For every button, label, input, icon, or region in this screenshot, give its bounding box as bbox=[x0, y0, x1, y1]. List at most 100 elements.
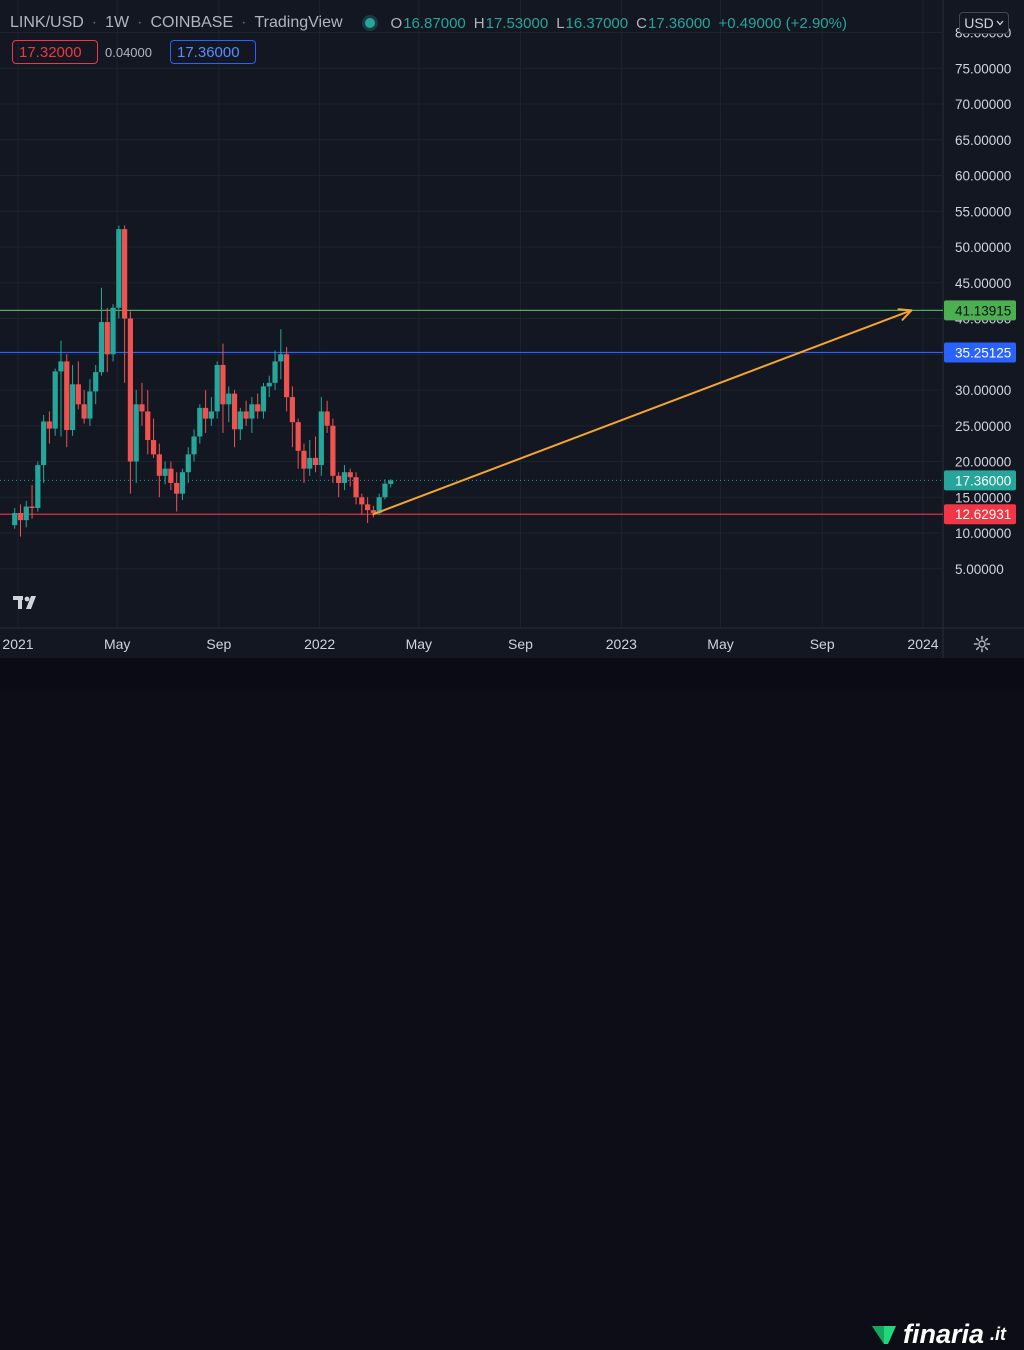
price-tick-label: 25.00000 bbox=[955, 419, 1011, 434]
candle bbox=[203, 390, 209, 433]
candle-body bbox=[156, 454, 162, 476]
candle-body bbox=[52, 371, 58, 429]
candle-body bbox=[370, 510, 376, 513]
symbol-name[interactable]: LINK/USD bbox=[10, 14, 84, 31]
candle-body bbox=[255, 404, 261, 412]
grid bbox=[0, 0, 1024, 658]
candle-body bbox=[179, 472, 186, 494]
price-tick-label: 5.00000 bbox=[955, 562, 1004, 577]
level-price-tag: 12.62931 bbox=[944, 504, 1016, 525]
candle bbox=[127, 311, 134, 494]
sell-price-button[interactable]: 17.32000 bbox=[12, 40, 98, 64]
price-tick-label: 70.00000 bbox=[955, 97, 1011, 112]
finaria-brand: finaria .it bbox=[871, 1319, 1006, 1350]
candle bbox=[272, 350, 278, 390]
ohlc-values: O16.87000 H17.53000 L16.37000 C17.36000 … bbox=[391, 15, 847, 32]
candle-body bbox=[104, 322, 110, 355]
candle bbox=[168, 461, 174, 491]
separator: · bbox=[241, 14, 247, 31]
candles bbox=[12, 225, 394, 537]
candle bbox=[139, 382, 145, 426]
candle bbox=[12, 507, 18, 529]
candle-body bbox=[139, 404, 145, 412]
candle bbox=[197, 404, 203, 444]
time-axis[interactable]: 2021 May Sep 2022 May Sep 2023 May Sep 2024 bbox=[2, 636, 938, 652]
finaria-logo-icon bbox=[871, 1325, 896, 1344]
low-value: 16.37000 bbox=[565, 14, 629, 32]
currency-select[interactable]: USD bbox=[959, 12, 1009, 34]
candle-body bbox=[260, 386, 267, 412]
candle-body bbox=[191, 436, 197, 455]
candle bbox=[289, 386, 295, 448]
price-tick-label: 60.00000 bbox=[955, 169, 1011, 184]
symbol-header: LINK/USD · 1W · COINBASE · TradingView O… bbox=[10, 12, 847, 34]
candle bbox=[156, 443, 162, 498]
settings-gear-icon[interactable] bbox=[973, 635, 991, 653]
candle bbox=[185, 447, 191, 483]
interval-label[interactable]: 1W bbox=[105, 14, 130, 31]
candle-body bbox=[388, 480, 394, 484]
candle bbox=[145, 390, 151, 455]
candle bbox=[93, 364, 99, 405]
candle-body bbox=[307, 457, 313, 469]
trend-arrow[interactable] bbox=[372, 308, 913, 516]
buy-price-button[interactable]: 17.36000 bbox=[170, 40, 256, 64]
exchange-label: COINBASE bbox=[150, 14, 234, 31]
candle-body bbox=[220, 364, 226, 405]
price-tick-label: 20.00000 bbox=[955, 455, 1011, 470]
candle bbox=[243, 400, 249, 426]
candle-body bbox=[17, 512, 24, 521]
candle-body bbox=[174, 482, 180, 494]
candle-body bbox=[289, 397, 295, 423]
candle-body bbox=[231, 393, 238, 430]
level-price-tag-text: 12.62931 bbox=[955, 507, 1011, 522]
tradingview-logo-icon[interactable] bbox=[12, 593, 42, 613]
candle-body bbox=[29, 506, 35, 508]
candle bbox=[174, 472, 180, 512]
candle bbox=[220, 343, 226, 433]
candle-body bbox=[330, 425, 336, 476]
price-tick-label: 10.00000 bbox=[955, 526, 1011, 541]
candle bbox=[64, 354, 70, 448]
price-tick-label: 50.00000 bbox=[955, 240, 1011, 255]
candle-body bbox=[150, 440, 157, 455]
candle bbox=[365, 497, 371, 523]
candle bbox=[41, 415, 47, 483]
price-axis[interactable]: 5.00000 10.00000 15.00000 20.00000 25.00000 3… bbox=[955, 26, 1011, 577]
candle bbox=[46, 411, 53, 444]
candle-body bbox=[69, 384, 76, 431]
currency-label: USD bbox=[964, 15, 994, 31]
candle bbox=[110, 304, 116, 362]
chart-frame: 5.00000 10.00000 15.00000 20.00000 25.00000 3… bbox=[0, 0, 1024, 691]
candle bbox=[347, 468, 353, 487]
candle bbox=[58, 340, 64, 437]
candle-body bbox=[318, 411, 324, 466]
last-price-tag-text: 17.36000 bbox=[955, 473, 1011, 488]
candle-body bbox=[197, 407, 203, 437]
candle-body bbox=[87, 391, 93, 419]
candle bbox=[162, 461, 168, 485]
time-tick-label: May bbox=[104, 636, 130, 652]
low-label: L bbox=[556, 14, 565, 32]
brand-tld: .it bbox=[990, 1324, 1006, 1344]
candle-body bbox=[301, 450, 307, 469]
time-tick-label: 2021 bbox=[2, 636, 33, 652]
candle-body bbox=[58, 361, 64, 372]
last-price-tag: 17.36000 bbox=[944, 470, 1016, 491]
candle bbox=[284, 347, 290, 412]
trend-arrow-line bbox=[372, 309, 913, 516]
time-tick-label: 2022 bbox=[304, 636, 335, 652]
candle-body bbox=[75, 384, 81, 405]
candle bbox=[23, 500, 29, 528]
candle-body bbox=[272, 361, 278, 383]
time-tick-label: 2023 bbox=[606, 636, 637, 652]
candle-body bbox=[12, 512, 18, 526]
candle bbox=[69, 364, 76, 436]
chart-canvas[interactable]: 5.00000 10.00000 15.00000 20.00000 25.00000 3… bbox=[0, 0, 1024, 691]
spread-value: 0.04000 bbox=[105, 44, 152, 60]
candle-body bbox=[312, 457, 319, 466]
candle-body bbox=[324, 411, 330, 426]
candle-body bbox=[382, 483, 388, 498]
level-price-tag-bg bbox=[944, 342, 1016, 363]
candle-body bbox=[208, 411, 214, 419]
